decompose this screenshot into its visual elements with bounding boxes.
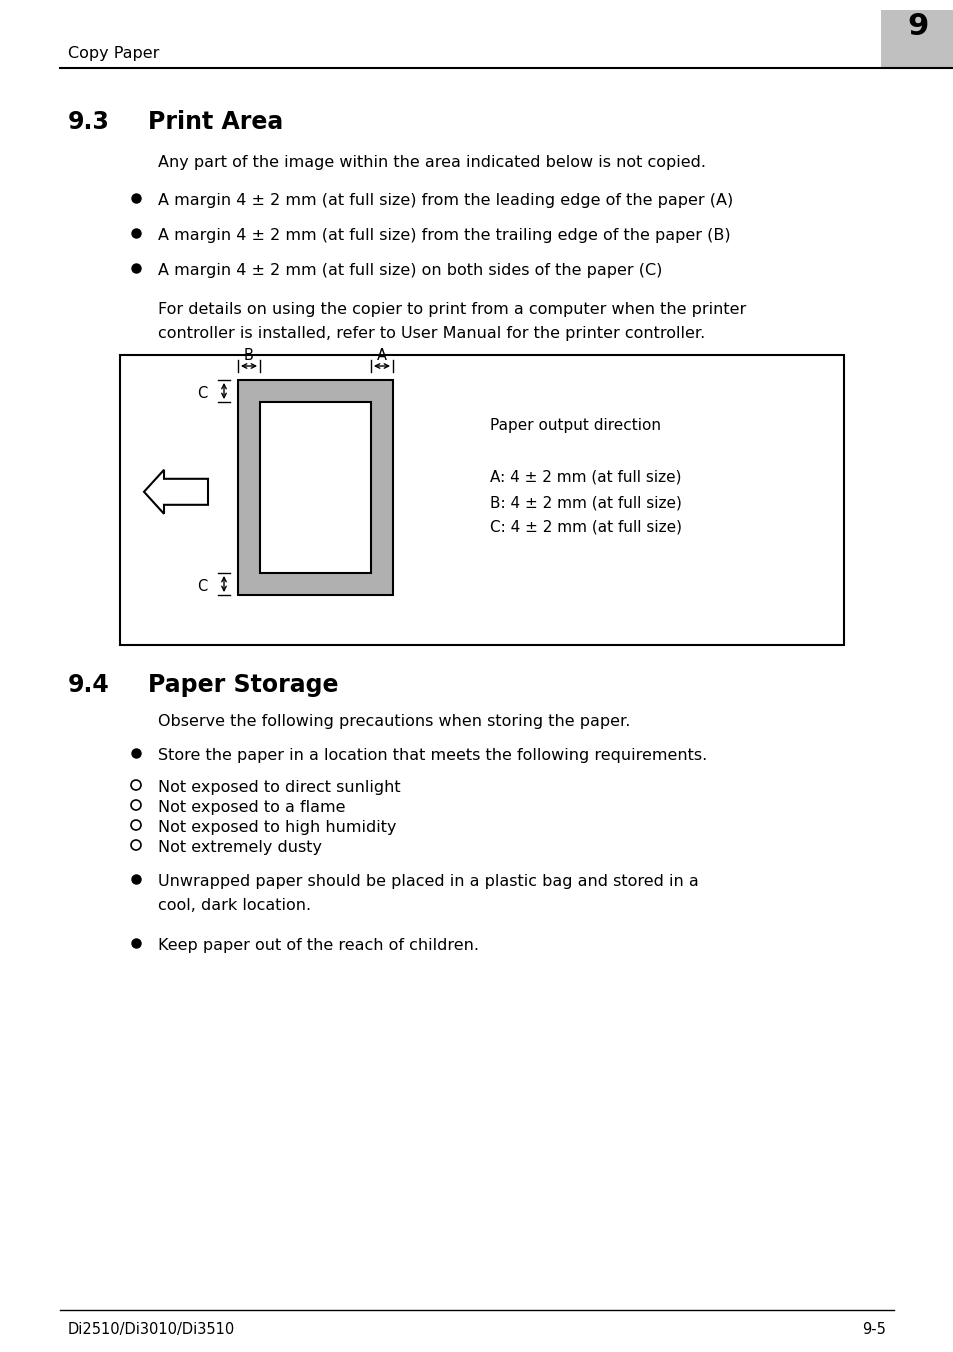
Text: B: 4 ± 2 mm (at full size): B: 4 ± 2 mm (at full size) (490, 495, 681, 510)
Text: 9.3: 9.3 (68, 110, 110, 134)
Circle shape (131, 840, 141, 850)
Text: controller is installed, refer to User Manual for the printer controller.: controller is installed, refer to User M… (158, 326, 704, 341)
Bar (237, 380, 393, 595)
Text: 9-5: 9-5 (862, 1322, 885, 1337)
Text: Di2510/Di3010/Di3510: Di2510/Di3010/Di3510 (68, 1322, 235, 1337)
Text: B: B (244, 347, 253, 362)
Text: Observe the following precautions when storing the paper.: Observe the following precautions when s… (158, 714, 630, 729)
Text: A: 4 ± 2 mm (at full size): A: 4 ± 2 mm (at full size) (490, 470, 680, 485)
Text: Copy Paper: Copy Paper (68, 46, 159, 61)
Text: A margin 4 ± 2 mm (at full size) on both sides of the paper (C): A margin 4 ± 2 mm (at full size) on both… (158, 264, 661, 279)
Bar (120, 356, 843, 645)
Bar (260, 402, 371, 573)
Text: Not exposed to direct sunlight: Not exposed to direct sunlight (158, 780, 400, 795)
Circle shape (131, 800, 141, 810)
Text: C: C (196, 387, 207, 402)
Text: 9.4: 9.4 (68, 673, 110, 698)
Text: Paper output direction: Paper output direction (490, 418, 660, 433)
Text: Store the paper in a location that meets the following requirements.: Store the paper in a location that meets… (158, 748, 706, 763)
Polygon shape (144, 469, 208, 514)
Text: cool, dark location.: cool, dark location. (158, 898, 311, 913)
Text: 9: 9 (906, 12, 927, 41)
Text: A: A (376, 347, 387, 362)
Text: Not extremely dusty: Not extremely dusty (158, 840, 322, 854)
Text: Any part of the image within the area indicated below is not copied.: Any part of the image within the area in… (158, 155, 705, 170)
Text: Not exposed to a flame: Not exposed to a flame (158, 800, 345, 815)
Text: C: 4 ± 2 mm (at full size): C: 4 ± 2 mm (at full size) (490, 521, 681, 535)
Text: Keep paper out of the reach of children.: Keep paper out of the reach of children. (158, 938, 478, 953)
Bar (880, 9, 953, 68)
Text: C: C (196, 579, 207, 594)
Text: A margin 4 ± 2 mm (at full size) from the leading edge of the paper (A): A margin 4 ± 2 mm (at full size) from th… (158, 193, 733, 208)
Circle shape (131, 780, 141, 790)
Text: Paper Storage: Paper Storage (148, 673, 338, 698)
Text: Unwrapped paper should be placed in a plastic bag and stored in a: Unwrapped paper should be placed in a pl… (158, 873, 698, 890)
Text: For details on using the copier to print from a computer when the printer: For details on using the copier to print… (158, 301, 745, 316)
Text: Not exposed to high humidity: Not exposed to high humidity (158, 821, 396, 836)
Circle shape (131, 821, 141, 830)
Text: A margin 4 ± 2 mm (at full size) from the trailing edge of the paper (B): A margin 4 ± 2 mm (at full size) from th… (158, 228, 730, 243)
Text: Print Area: Print Area (148, 110, 283, 134)
